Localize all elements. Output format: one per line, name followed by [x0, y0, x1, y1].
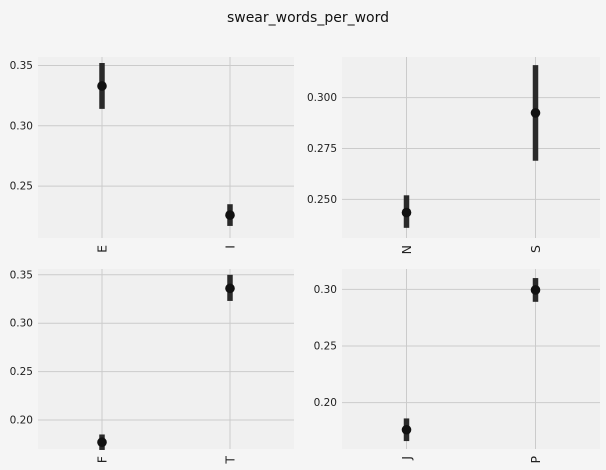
data-point: [401, 424, 412, 435]
data-point: [97, 437, 107, 448]
data-point: [401, 207, 412, 218]
x-tick-label: S: [528, 245, 543, 253]
x-tick-label: T: [223, 456, 238, 465]
data-point: [530, 285, 541, 295]
plot-area: [38, 269, 294, 449]
subplot-1: 0.25 0.30 0.35 E I: [10, 57, 294, 253]
y-tick-label: 0.25: [10, 181, 33, 193]
figure-title: swear_words_per_word: [227, 10, 389, 26]
plot-area: [342, 269, 600, 449]
y-tick-label: 0.30: [10, 318, 33, 330]
plot-area: [38, 57, 294, 238]
y-tick-label: 0.275: [307, 143, 337, 155]
x-tick-label: I: [223, 245, 238, 249]
x-tick-label: P: [528, 456, 543, 464]
y-tick-label: 0.25: [314, 340, 337, 352]
y-tick-label: 0.20: [10, 414, 33, 426]
data-point: [530, 108, 541, 118]
plot-area: [342, 57, 600, 238]
y-tick-label: 0.30: [314, 284, 337, 296]
y-tick-label: 0.25: [10, 366, 33, 378]
data-point: [97, 81, 107, 91]
data-point: [225, 210, 235, 220]
y-tick-label: 0.30: [10, 120, 33, 132]
x-tick-label: E: [95, 245, 110, 253]
x-tick-label: J: [399, 456, 414, 461]
data-point: [225, 283, 235, 294]
x-tick-label: F: [95, 456, 110, 463]
y-tick-label: 0.35: [10, 269, 33, 281]
x-tick-label: N: [399, 245, 414, 254]
y-tick-label: 0.35: [10, 60, 33, 72]
subplot-3: 0.20 0.25 0.30 0.35 F T: [10, 269, 294, 465]
y-tick-label: 0.300: [307, 92, 337, 104]
y-tick-label: 0.20: [314, 397, 337, 409]
y-tick-label: 0.250: [307, 194, 337, 206]
subplot-4: 0.20 0.25 0.30 J P: [314, 269, 600, 464]
subplot-2: 0.250 0.275 0.300 N S: [307, 57, 600, 254]
